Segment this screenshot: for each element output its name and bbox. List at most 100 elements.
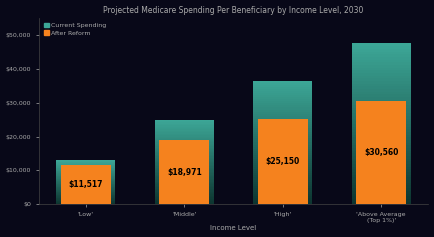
Bar	[155, 179, 214, 180]
Bar	[253, 165, 312, 167]
Bar	[253, 124, 312, 126]
Bar	[56, 170, 115, 171]
Bar	[155, 194, 214, 196]
Bar	[352, 156, 411, 159]
Bar	[155, 142, 214, 144]
Bar	[56, 195, 115, 196]
Bar	[56, 188, 115, 189]
Bar	[56, 166, 115, 167]
Bar	[56, 163, 115, 164]
Bar	[155, 134, 214, 135]
Bar	[253, 155, 312, 157]
Bar	[253, 130, 312, 132]
Bar	[253, 81, 312, 83]
Bar	[253, 179, 312, 182]
Bar	[352, 86, 411, 89]
Bar	[352, 73, 411, 76]
Bar	[352, 135, 411, 137]
Bar	[253, 153, 312, 155]
Bar	[253, 198, 312, 200]
Bar	[253, 136, 312, 138]
Bar	[56, 196, 115, 197]
Bar	[155, 169, 214, 170]
Bar	[155, 137, 214, 138]
Bar	[155, 193, 214, 194]
Bar	[56, 175, 115, 176]
Bar	[352, 148, 411, 151]
Bar	[352, 137, 411, 140]
Bar	[155, 152, 214, 154]
Bar	[352, 143, 411, 145]
Bar	[253, 116, 312, 118]
Bar	[352, 169, 411, 172]
Bar	[352, 46, 411, 49]
Bar	[253, 178, 312, 179]
Bar	[155, 156, 214, 158]
Bar	[253, 186, 312, 188]
Bar	[356, 101, 406, 204]
Bar	[155, 121, 214, 123]
Bar	[352, 186, 411, 188]
Bar	[253, 99, 312, 101]
Bar	[253, 126, 312, 128]
Bar	[352, 108, 411, 110]
Bar	[253, 138, 312, 140]
Bar	[56, 192, 115, 193]
Bar	[253, 95, 312, 97]
Bar	[155, 186, 214, 187]
Bar	[253, 83, 312, 85]
Bar	[253, 120, 312, 122]
Bar	[155, 190, 214, 191]
Bar	[352, 118, 411, 121]
Bar	[155, 175, 214, 176]
Bar	[56, 176, 115, 177]
Bar	[56, 167, 115, 168]
Bar	[155, 151, 214, 152]
Bar	[56, 162, 115, 163]
Bar	[352, 175, 411, 178]
Bar	[253, 97, 312, 99]
Bar	[155, 139, 214, 141]
Bar	[352, 78, 411, 81]
Bar	[56, 186, 115, 187]
Bar	[56, 172, 115, 173]
Bar	[155, 170, 214, 172]
Bar	[155, 123, 214, 124]
Bar	[155, 131, 214, 132]
Bar	[352, 44, 411, 46]
Bar	[352, 97, 411, 100]
Bar	[352, 68, 411, 70]
Bar	[352, 153, 411, 156]
Bar	[155, 163, 214, 165]
Bar	[253, 122, 312, 124]
Bar	[352, 94, 411, 97]
Bar	[253, 194, 312, 196]
Bar	[56, 185, 115, 186]
Bar	[155, 125, 214, 127]
Bar	[352, 62, 411, 65]
Bar	[56, 202, 115, 203]
Bar	[155, 187, 214, 189]
Bar	[352, 121, 411, 124]
Bar	[253, 163, 312, 165]
Bar	[352, 172, 411, 175]
Bar	[155, 189, 214, 190]
Bar	[253, 114, 312, 116]
Title: Projected Medicare Spending Per Beneficiary by Income Level, 2030: Projected Medicare Spending Per Benefici…	[103, 5, 364, 14]
Bar	[155, 124, 214, 125]
Bar	[155, 149, 214, 151]
Bar	[352, 178, 411, 180]
Bar	[56, 194, 115, 195]
Bar	[155, 146, 214, 148]
Bar	[352, 191, 411, 194]
Bar	[253, 112, 312, 114]
Bar	[56, 197, 115, 198]
Bar	[155, 159, 214, 160]
Bar	[56, 193, 115, 194]
Bar	[155, 201, 214, 203]
Bar	[155, 168, 214, 169]
Bar	[253, 85, 312, 87]
Bar	[155, 176, 214, 178]
Bar	[253, 161, 312, 163]
Bar	[352, 145, 411, 148]
